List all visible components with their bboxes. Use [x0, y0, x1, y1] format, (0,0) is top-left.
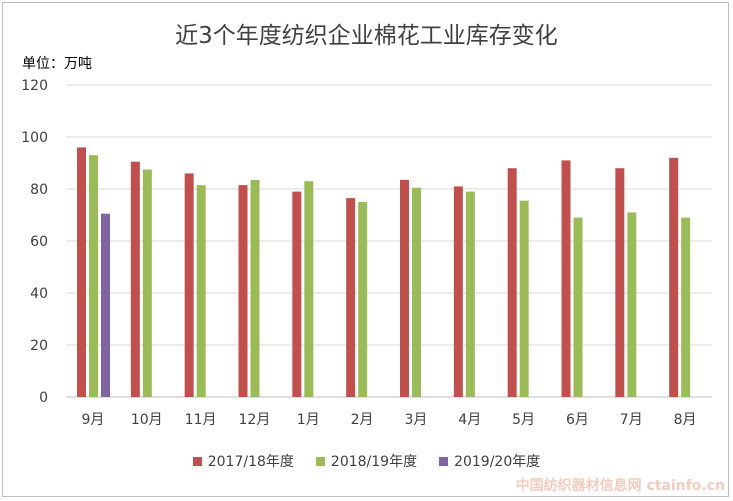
bar-2018/19年度-10月 [142, 169, 152, 397]
legend-label: 2018/19年度 [330, 454, 418, 470]
y-tick-label: 80 [30, 182, 48, 198]
watermark: 中国纺织器材信息网 ctainfo.cn [515, 478, 725, 494]
bar-2017/18年度-9月 [77, 147, 86, 397]
y-tick-label: 0 [39, 390, 48, 406]
x-tick-label: 4月 [458, 412, 481, 428]
x-tick-label: 7月 [620, 412, 643, 428]
bar-2018/19年度-2月 [358, 202, 368, 397]
y-tick-label: 60 [30, 234, 48, 250]
legend-label: 2019/20年度 [454, 454, 541, 470]
x-tick-label: 9月 [81, 412, 104, 428]
bar-2017/18年度-6月 [561, 160, 571, 397]
bar-2017/18年度-10月 [130, 161, 140, 397]
bar-2017/18年度-7月 [615, 168, 625, 397]
bar-2017/18年度-1月 [292, 191, 302, 397]
y-tick-label: 40 [30, 286, 48, 302]
bar-2017/18年度-12月 [238, 185, 248, 397]
x-tick-label: 8月 [674, 412, 697, 428]
legend-label: 2017/18年度 [207, 454, 294, 470]
legend: 2017/18年度 2018/19年度 2019/20年度 [0, 451, 733, 471]
bar-2018/19年度-12月 [250, 179, 260, 397]
bar-2017/18年度-4月 [453, 186, 463, 397]
y-tick-label: 120 [21, 78, 48, 94]
bar-2018/19年度-9月 [89, 155, 98, 397]
chart-title: 近3个年度纺织企业棉花工业库存变化 [175, 23, 558, 49]
bar-2017/18年度-2月 [346, 198, 356, 397]
bar-2018/19年度-5月 [519, 200, 529, 397]
y-tick-label: 20 [30, 338, 48, 354]
legend-swatch [315, 456, 325, 466]
y-tick-label: 100 [21, 130, 48, 146]
x-tick-label: 12月 [239, 412, 271, 428]
bar-2018/19年度-11月 [196, 185, 206, 397]
bar-2017/18年度-8月 [669, 157, 679, 397]
bar-2017/18年度-5月 [507, 168, 517, 397]
x-tick-label: 11月 [185, 412, 217, 428]
legend-swatch [192, 456, 202, 466]
legend-item: 2018/19年度 [315, 451, 418, 471]
x-tick-label: 10月 [131, 412, 163, 428]
bar-2018/19年度-7月 [627, 212, 637, 397]
bar-2018/19年度-3月 [412, 187, 421, 397]
x-tick-label: 1月 [297, 412, 320, 428]
bar-2018/19年度-1月 [304, 181, 314, 397]
bar-2019/20年度-9月 [101, 213, 110, 397]
bar-2017/18年度-3月 [400, 179, 409, 397]
x-tick-label: 5月 [512, 412, 535, 428]
x-tick-label: 2月 [351, 412, 374, 428]
legend-item: 2019/20年度 [439, 451, 540, 471]
bar-2018/19年度-6月 [573, 217, 583, 397]
x-tick-label: 6月 [566, 412, 589, 428]
unit-label: 单位：万吨 [22, 56, 92, 72]
legend-item: 2017/18年度 [192, 451, 294, 471]
legend-swatch [439, 456, 449, 466]
x-tick-label: 3月 [404, 412, 427, 428]
bar-2018/19年度-8月 [681, 217, 691, 397]
bar-2018/19年度-4月 [465, 191, 475, 397]
bar-2017/18年度-11月 [184, 173, 194, 397]
